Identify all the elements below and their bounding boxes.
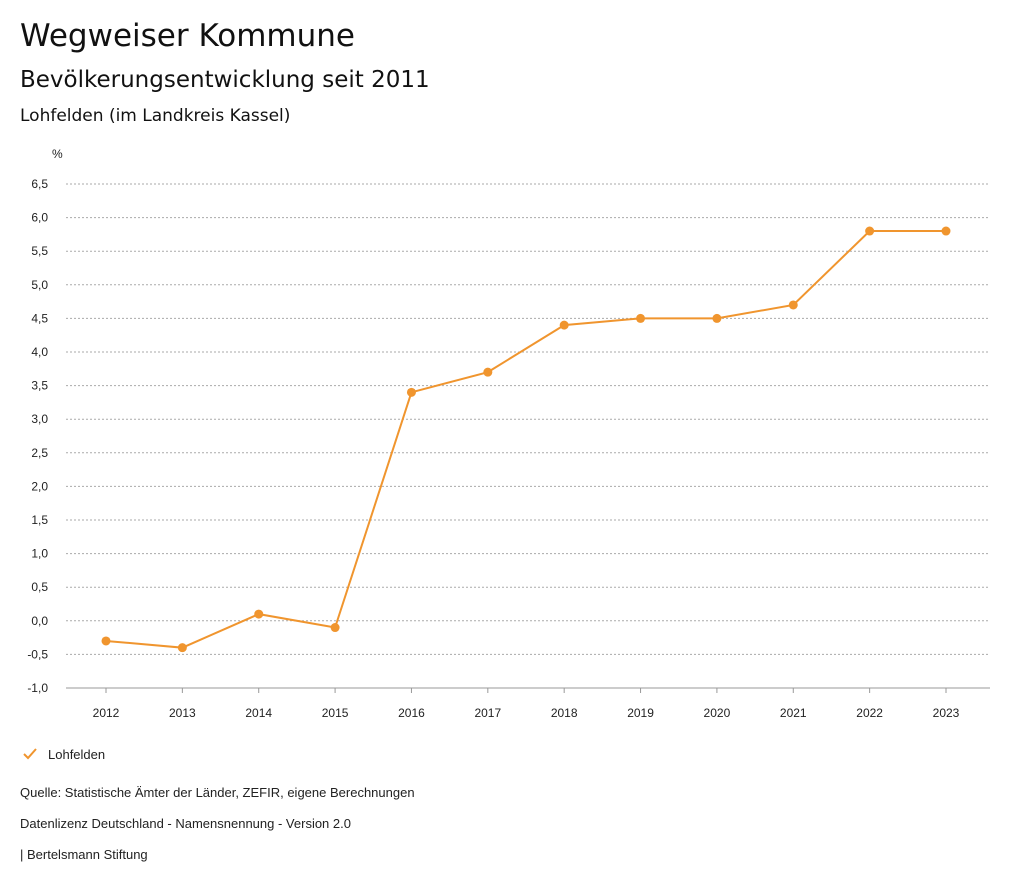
x-axis-ticks: 2012 2013 2014 2015 2016 2017 2018 2019 2020 2021… bbox=[93, 688, 960, 720]
x-tick-label: 2017 bbox=[474, 706, 501, 720]
data-point[interactable] bbox=[406, 387, 416, 397]
legend-item-lohfelden[interactable]: Lohfelden bbox=[22, 744, 105, 764]
x-tick-label: 2020 bbox=[704, 706, 731, 720]
x-tick-label: 2021 bbox=[780, 706, 807, 720]
series-line-layer bbox=[105, 230, 946, 649]
x-tick-label: 2016 bbox=[398, 706, 425, 720]
data-point[interactable] bbox=[865, 226, 875, 236]
x-tick-label: 2015 bbox=[322, 706, 349, 720]
x-tick-label: 2014 bbox=[245, 706, 272, 720]
y-tick-label: 2,5 bbox=[31, 446, 48, 460]
y-tick-label: 1,5 bbox=[31, 513, 48, 527]
data-point[interactable] bbox=[788, 300, 798, 310]
y-axis-label: % bbox=[52, 147, 63, 161]
y-tick-label: 4,0 bbox=[31, 345, 48, 359]
x-tick-label: 2013 bbox=[169, 706, 196, 720]
data-point[interactable] bbox=[254, 609, 264, 619]
data-point[interactable] bbox=[941, 226, 951, 236]
y-tick-label: -1,0 bbox=[27, 681, 48, 695]
data-point[interactable] bbox=[712, 313, 722, 323]
y-tick-label: -0,5 bbox=[27, 647, 48, 661]
x-tick-label: 2022 bbox=[856, 706, 883, 720]
y-axis-ticks: 6,5 6,0 5,5 5,0 4,5 4,0 3,5 3,0 2,5 2,0 1,5 1,0 0,5 0… bbox=[27, 177, 48, 695]
data-point[interactable] bbox=[559, 320, 569, 330]
y-tick-label: 3,5 bbox=[31, 379, 48, 393]
y-tick-label: 5,0 bbox=[31, 278, 48, 292]
data-point[interactable] bbox=[330, 623, 340, 633]
y-tick-label: 1,0 bbox=[31, 547, 48, 561]
y-tick-label: 5,5 bbox=[31, 244, 48, 258]
x-tick-label: 2018 bbox=[551, 706, 578, 720]
y-tick-label: 0,0 bbox=[31, 614, 48, 628]
y-tick-label: 2,0 bbox=[31, 479, 48, 493]
y-tick-label: 4,5 bbox=[31, 311, 48, 325]
line-chart: % 6,5 6,0 5,5 5,0 4,5 4,0 3,5 3,0 2,5 2,0 1,5 1,0 0,… bbox=[27, 147, 990, 720]
region-label: Lohfelden (im Landkreis Kassel) bbox=[20, 106, 291, 126]
y-tick-label: 0,5 bbox=[31, 580, 48, 594]
chart-subtitle: Bevölkerungsentwicklung seit 2011 bbox=[20, 67, 430, 93]
x-tick-label: 2019 bbox=[627, 706, 654, 720]
series-line-lohfelden bbox=[105, 230, 946, 649]
check-icon bbox=[23, 748, 37, 760]
series-points-layer bbox=[101, 226, 951, 653]
brand-note: | Bertelsmann Stiftung bbox=[20, 847, 148, 862]
x-tick-label: 2023 bbox=[933, 706, 960, 720]
grid-layer bbox=[66, 183, 990, 689]
page-title: Wegweiser Kommune bbox=[20, 18, 355, 54]
data-point[interactable] bbox=[483, 367, 493, 377]
legend-label: Lohfelden bbox=[48, 746, 106, 762]
data-point[interactable] bbox=[177, 643, 187, 653]
license-note: Datenlizenz Deutschland - Namensnennung … bbox=[20, 816, 351, 831]
source-note: Quelle: Statistische Ämter der Länder, Z… bbox=[20, 785, 415, 800]
y-tick-label: 3,0 bbox=[31, 412, 48, 426]
y-tick-label: 6,0 bbox=[31, 211, 48, 225]
x-tick-label: 2012 bbox=[93, 706, 120, 720]
y-tick-label: 6,5 bbox=[31, 177, 48, 191]
data-point[interactable] bbox=[636, 313, 646, 323]
data-point[interactable] bbox=[101, 636, 111, 646]
